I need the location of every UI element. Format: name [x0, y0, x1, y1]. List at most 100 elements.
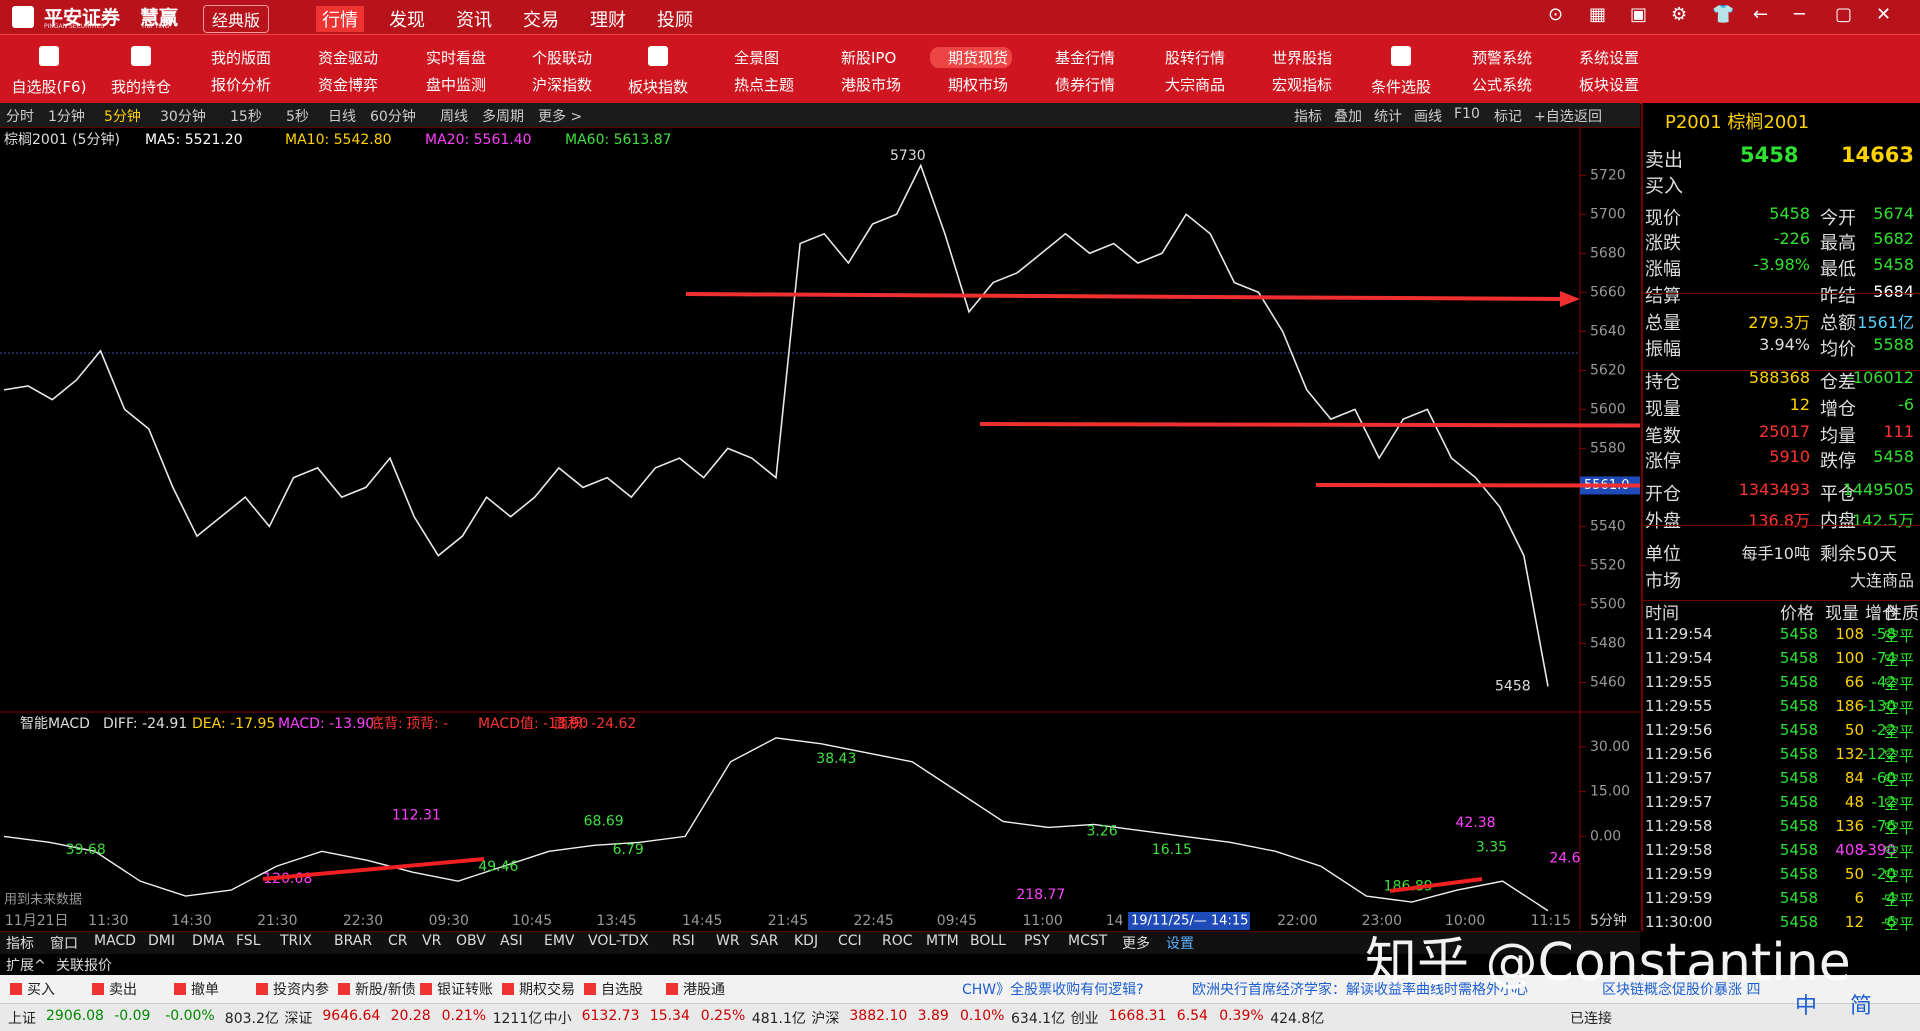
period-tab[interactable]: 更多 >: [538, 109, 583, 125]
toolbar-icon[interactable]: [1391, 46, 1411, 66]
menu-item[interactable]: 行情: [316, 6, 364, 32]
period-tab[interactable]: 周线: [440, 109, 468, 125]
indicator-tab[interactable]: TRIX: [280, 933, 312, 949]
menu-item[interactable]: 发现: [389, 10, 425, 31]
period-tab[interactable]: 30分钟: [160, 109, 206, 125]
toolbar-item[interactable]: 预警系统: [1472, 49, 1533, 67]
chart-tool[interactable]: F10: [1454, 106, 1480, 122]
indicator-tab[interactable]: MCST: [1068, 933, 1108, 949]
indicator-tab[interactable]: MACD: [94, 933, 136, 949]
toolbar-item[interactable]: 报价分析: [211, 76, 272, 94]
indicator-tab[interactable]: MTM: [926, 933, 959, 949]
chart-tool[interactable]: 返回: [1574, 109, 1602, 125]
indicator-tab[interactable]: EMV: [544, 933, 575, 949]
window-control[interactable]: ─: [1794, 4, 1805, 25]
news-ticker[interactable]: CHW》全股票收购有何逻辑?: [962, 982, 1144, 998]
window-control[interactable]: ⊙: [1548, 4, 1564, 25]
news-ticker[interactable]: 欧洲央行首席经济学家：解读收益率曲线时需格外小心: [1192, 982, 1528, 998]
news-ticker[interactable]: 区块链概念促股价暴涨 四: [1602, 982, 1761, 998]
footer-button[interactable]: 自选股: [601, 982, 643, 998]
period-tab[interactable]: 多周期: [482, 109, 524, 125]
footer-icon[interactable]: [666, 983, 678, 995]
indicator-tab[interactable]: KDJ: [794, 933, 819, 949]
toolbar-item[interactable]: 热点主题: [734, 76, 795, 94]
toolbar-item[interactable]: 大宗商品: [1165, 76, 1226, 94]
toolbar-icon[interactable]: [648, 46, 668, 66]
toolbar-item[interactable]: 资金博弈: [318, 76, 379, 94]
indicator-tab[interactable]: WR: [716, 933, 740, 949]
window-control[interactable]: ←: [1753, 4, 1769, 25]
toolbar-item[interactable]: 沪深指数: [532, 76, 593, 94]
period-tab[interactable]: 60分钟: [370, 109, 416, 125]
edition[interactable]: 经典版: [203, 5, 270, 33]
toolbar-item[interactable]: 公式系统: [1472, 76, 1533, 94]
chart-tool[interactable]: 统计: [1374, 109, 1402, 125]
toolbar-icon[interactable]: [39, 46, 59, 66]
menu-item[interactable]: 投顾: [657, 10, 693, 31]
ime[interactable]: 中: [1795, 994, 1818, 1019]
indicator-tab[interactable]: SAR: [750, 933, 779, 949]
footer-icon[interactable]: [420, 983, 432, 995]
footer-icon[interactable]: [338, 983, 350, 995]
window-control[interactable]: 👕: [1712, 4, 1735, 25]
toolbar-item[interactable]: 个股联动: [532, 49, 593, 67]
window-control[interactable]: ▣: [1630, 4, 1648, 25]
extra-tab[interactable]: 关联报价: [56, 958, 112, 974]
indicator-tab[interactable]: ROC: [882, 933, 913, 949]
toolbar-item[interactable]: 全景图: [734, 49, 780, 67]
toolbar-item[interactable]: 期货现货: [930, 47, 1013, 68]
footer-button[interactable]: 港股通: [683, 982, 725, 998]
toolbar-item[interactable]: 我的版面: [211, 49, 272, 67]
indicator-tab[interactable]: DMA: [192, 933, 225, 949]
indicator-tab[interactable]: 指标: [6, 936, 34, 952]
indicator-tab[interactable]: PSY: [1024, 933, 1050, 949]
menu-item[interactable]: 理财: [590, 10, 626, 31]
indicator-tab[interactable]: BOLL: [970, 933, 1006, 949]
toolbar-button[interactable]: 条件选股: [1370, 78, 1432, 96]
footer-button[interactable]: 投资内参: [273, 982, 329, 998]
toolbar-item[interactable]: 宏观指标: [1272, 76, 1333, 94]
menu-item[interactable]: 交易: [523, 10, 559, 31]
window-control[interactable]: ⚙: [1671, 4, 1688, 25]
indicator-tab[interactable]: 窗口: [50, 936, 78, 952]
window-control[interactable]: ▢: [1835, 4, 1853, 25]
indicator-tab[interactable]: 更多: [1122, 936, 1150, 952]
extra-tab[interactable]: 扩展^: [6, 958, 46, 974]
footer-icon[interactable]: [174, 983, 186, 995]
footer-icon[interactable]: [502, 983, 514, 995]
indicator-tab[interactable]: FSL: [236, 933, 261, 949]
footer-button[interactable]: 撤单: [191, 982, 219, 998]
toolbar-button[interactable]: 自选股(F6): [11, 78, 87, 96]
toolbar-item[interactable]: 板块设置: [1579, 76, 1640, 94]
ime[interactable]: 简: [1850, 994, 1873, 1019]
toolbar-item[interactable]: 世界股指: [1272, 49, 1333, 67]
toolbar-item[interactable]: 基金行情: [1055, 49, 1116, 67]
footer-icon[interactable]: [584, 983, 596, 995]
chart-tool[interactable]: 指标: [1294, 109, 1322, 125]
toolbar-item[interactable]: 期权市场: [948, 76, 1009, 94]
period-tab[interactable]: 1分钟: [48, 109, 85, 125]
toolbar-item[interactable]: 债券行情: [1055, 76, 1116, 94]
indicator-tab[interactable]: OBV: [456, 933, 486, 949]
window-control[interactable]: ✕: [1876, 4, 1892, 25]
footer-button[interactable]: 期权交易: [519, 982, 575, 998]
period-tab[interactable]: 日线: [328, 109, 356, 125]
indicator-tab[interactable]: CR: [388, 933, 408, 949]
period-tab[interactable]: 分时: [6, 109, 34, 125]
menu-item[interactable]: 资讯: [456, 10, 492, 31]
toolbar-item[interactable]: 盘中监测: [426, 76, 487, 94]
chart-tool[interactable]: +自选: [1534, 109, 1574, 125]
toolbar-button[interactable]: 板块指数: [627, 78, 689, 96]
indicator-tab[interactable]: VR: [422, 933, 442, 949]
toolbar-icon[interactable]: [131, 46, 151, 66]
footer-icon[interactable]: [10, 983, 22, 995]
toolbar-item[interactable]: 资金驱动: [318, 49, 379, 67]
footer-button[interactable]: 新股/新债: [355, 982, 416, 998]
indicator-tab[interactable]: 设置: [1166, 936, 1194, 952]
indicator-tab[interactable]: ASI: [500, 933, 523, 949]
window-control[interactable]: ▦: [1589, 4, 1607, 25]
toolbar-item[interactable]: 股转行情: [1165, 49, 1226, 67]
footer-button[interactable]: 买入: [27, 982, 55, 998]
indicator-tab[interactable]: CCI: [838, 933, 862, 949]
footer-icon[interactable]: [92, 983, 104, 995]
